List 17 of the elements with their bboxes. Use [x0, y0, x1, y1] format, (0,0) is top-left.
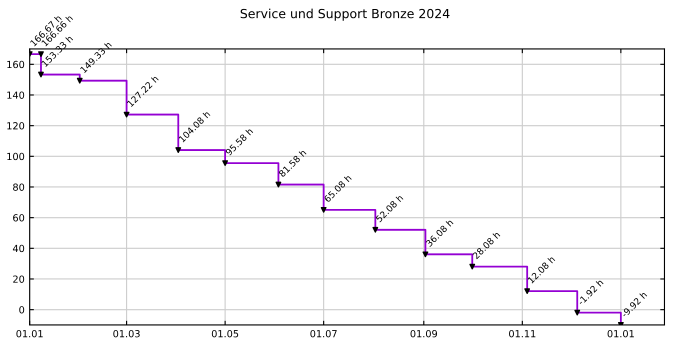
y-tick-label: 20: [13, 275, 24, 283]
y-tick-label: 120: [7, 122, 24, 130]
y-tick-label: 40: [12, 244, 24, 252]
y-tick-label: 100: [7, 152, 24, 160]
y-tick-label: 140: [7, 91, 24, 99]
y-tick-label: 160: [7, 60, 24, 68]
x-tick-label: 01.05: [212, 330, 238, 338]
y-tick-label: 60: [13, 214, 24, 222]
x-tick-label: 01.11: [509, 330, 536, 338]
x-tick-label: 01.03: [113, 330, 140, 338]
x-tick-label: 01.07: [310, 330, 337, 338]
x-tick-label: 01.01: [16, 330, 43, 338]
y-tick-label: 0: [19, 306, 24, 314]
x-tick-label: 01.09: [410, 330, 438, 338]
y-tick-label: 80: [13, 183, 24, 191]
x-tick-label: 01.01: [608, 330, 634, 338]
chart-title: Service und Support Bronze 2024: [240, 8, 450, 21]
